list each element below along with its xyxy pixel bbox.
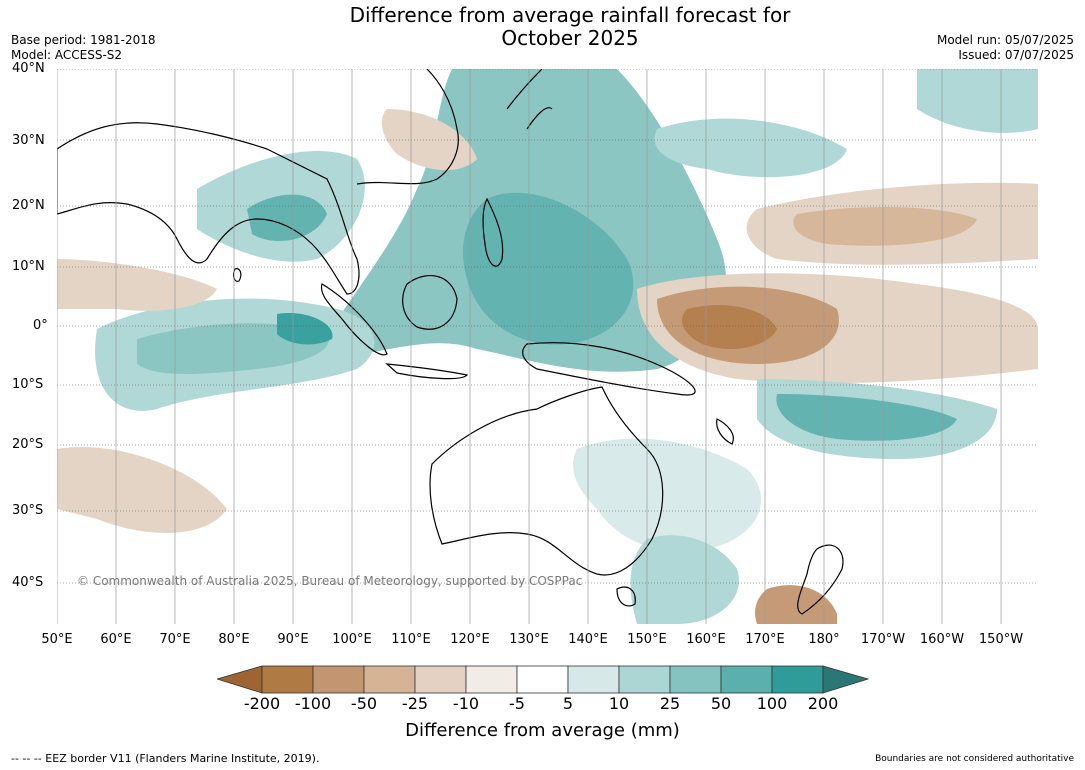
- lon-label-170e: 170°E: [745, 632, 785, 647]
- colorbar-tick: -100: [294, 694, 332, 713]
- lon-label-80e: 80°E: [218, 632, 250, 647]
- colorbar-low-extend: [217, 665, 263, 694]
- colorbar-tick: 50: [710, 694, 732, 713]
- lon-label-100e: 100°E: [332, 632, 372, 647]
- lon-label-160w: 160°W: [919, 632, 965, 647]
- title-line-2: October 2025: [501, 26, 639, 50]
- colorbar-tick: -25: [401, 694, 429, 713]
- meta-left: Base period: 1981-2018 Model: ACCESS-S2: [11, 33, 156, 63]
- colorbar-tick: 200: [807, 694, 839, 713]
- colorbar-swatch: [465, 665, 518, 694]
- lon-label-140e: 140°E: [568, 632, 608, 647]
- model-text: Model: ACCESS-S2: [11, 48, 123, 62]
- colorbar-tick: 5: [562, 694, 574, 713]
- colorbar-swatch: [363, 665, 416, 694]
- colorbar-swatch: [771, 665, 824, 694]
- colorbar-swatch: [516, 665, 569, 694]
- colorbar-swatch: [414, 665, 467, 694]
- lat-label-0: 0°: [33, 318, 48, 333]
- copyright-notice: © Commonwealth of Australia 2025, Bureau…: [77, 574, 583, 588]
- meta-right: Model run: 05/07/2025 Issued: 07/07/2025: [937, 33, 1074, 63]
- chart-title: Difference from average rainfall forecas…: [0, 4, 1085, 50]
- meridians: [57, 69, 1002, 624]
- lat-label-10n: 10°N: [12, 259, 45, 274]
- lat-label-30s: 30°S: [12, 503, 44, 518]
- lon-label-120e: 120°E: [450, 632, 490, 647]
- lon-label-150e: 150°E: [627, 632, 667, 647]
- lon-label-150w: 150°W: [978, 632, 1024, 647]
- base-period-text: Base period: 1981-2018: [11, 33, 156, 47]
- lat-label-30n: 30°N: [12, 133, 45, 148]
- colorbar-tick: 100: [756, 694, 788, 713]
- colorbar-tick: -10: [452, 694, 480, 713]
- lon-label-170w: 170°W: [860, 632, 906, 647]
- colorbar-swatch: [312, 665, 365, 694]
- lat-label-20n: 20°N: [12, 198, 45, 213]
- colorbar-tick: -200: [243, 694, 281, 713]
- rainfall-anomaly-map: [57, 69, 1038, 624]
- lon-label-50e: 50°E: [41, 632, 73, 647]
- colorbar-swatch: [261, 665, 314, 694]
- colorbar-high-extend: [822, 665, 869, 694]
- colorbar-swatch: [720, 665, 773, 694]
- colorbar-tick: -5: [509, 694, 525, 713]
- colorbar: [217, 665, 869, 694]
- colorbar-swatch: [669, 665, 722, 694]
- colorbar-swatch: [567, 665, 620, 694]
- colorbar-tick: 25: [659, 694, 681, 713]
- colorbar-label: Difference from average (mm): [405, 720, 680, 741]
- colorbar-swatch: [618, 665, 671, 694]
- lon-label-160e: 160°E: [686, 632, 726, 647]
- lon-label-70e: 70°E: [159, 632, 191, 647]
- lat-label-10s: 10°S: [12, 377, 44, 392]
- lon-label-90e: 90°E: [277, 632, 309, 647]
- anomaly-fields: [57, 69, 1038, 624]
- lon-label-180: 180°: [808, 632, 840, 647]
- colorbar-tick: 10: [608, 694, 630, 713]
- coastlines: [57, 69, 844, 615]
- boundaries-disclaimer: Boundaries are not considered authoritat…: [875, 754, 1074, 764]
- title-line-1: Difference from average rainfall forecas…: [349, 3, 791, 27]
- lat-label-40s: 40°S: [12, 575, 44, 590]
- lon-label-130e: 130°E: [509, 632, 549, 647]
- colorbar-tick: -50: [350, 694, 378, 713]
- lon-label-60e: 60°E: [100, 632, 132, 647]
- lat-label-20s: 20°S: [12, 437, 44, 452]
- issued-text: Issued: 07/07/2025: [958, 48, 1074, 62]
- eez-border-note: -- -- -- EEZ border V11 (Flanders Marine…: [11, 752, 320, 765]
- model-run-text: Model run: 05/07/2025: [936, 33, 1074, 47]
- lat-label-40n: 40°N: [12, 61, 45, 76]
- lon-label-110e: 110°E: [391, 632, 431, 647]
